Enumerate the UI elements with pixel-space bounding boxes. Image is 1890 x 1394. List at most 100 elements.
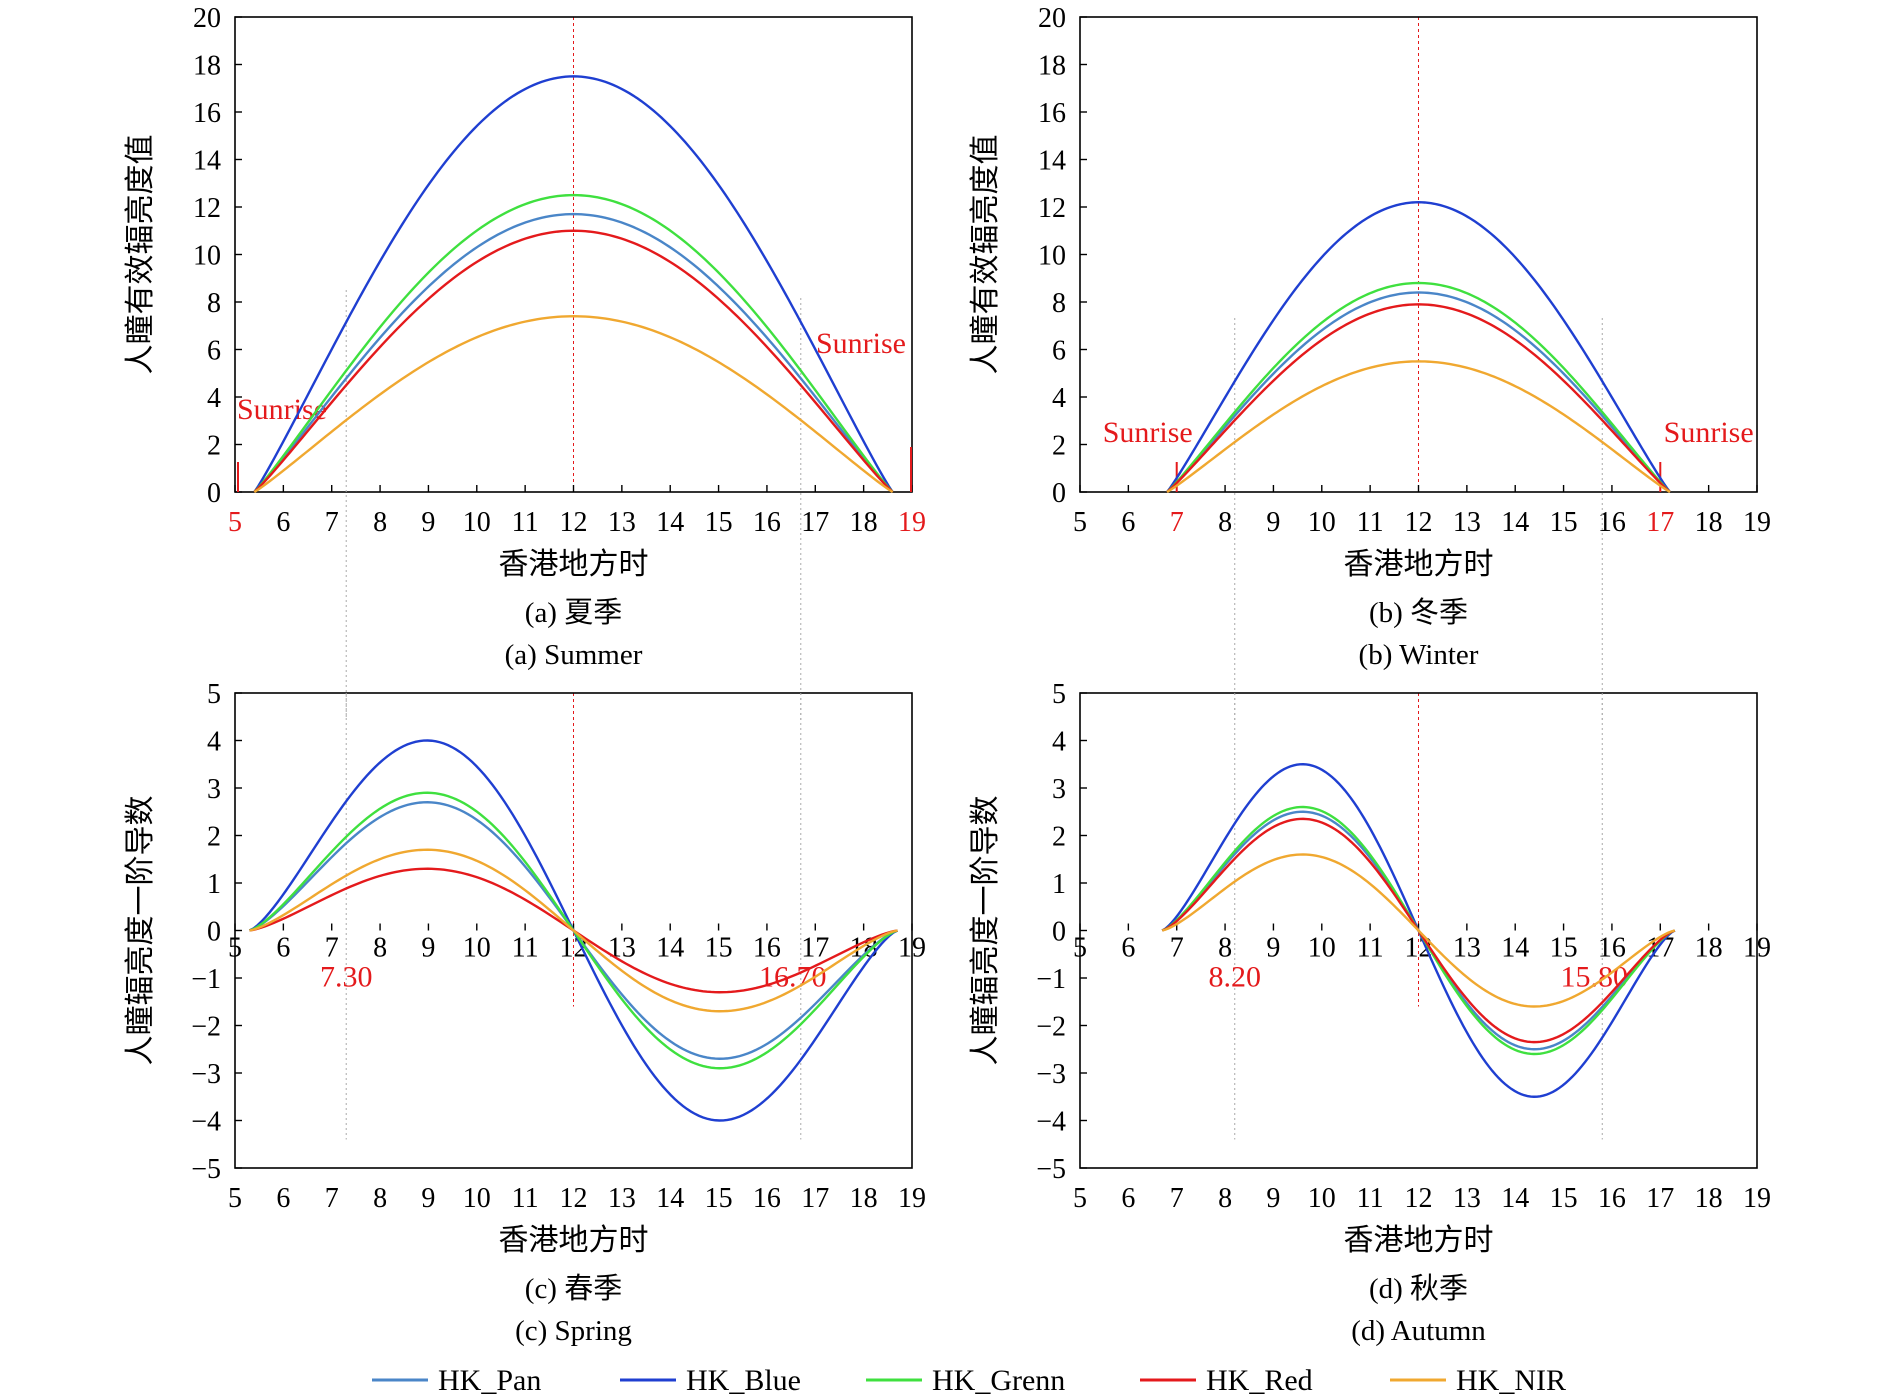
- x-tick-label-bottom: 15: [1550, 1183, 1578, 1214]
- caption-en: (d) Autumn: [1351, 1315, 1486, 1347]
- x-tick-label: 16: [1598, 507, 1626, 538]
- x-tick-label: 16: [753, 933, 781, 964]
- legend-item-hk_grenn: HK_Grenn: [866, 1364, 1065, 1394]
- y-tick-label: −3: [1036, 1059, 1066, 1090]
- x-tick-label: 14: [656, 933, 684, 964]
- y-tick-label: 1: [1052, 869, 1066, 900]
- y-tick-label: 0: [1052, 478, 1066, 509]
- x-tick-label: 6: [1121, 933, 1135, 964]
- x-tick-label-bottom: 17: [1646, 1183, 1674, 1214]
- x-tick-label: 10: [1308, 933, 1336, 964]
- y-tick-label: 5: [207, 679, 221, 710]
- x-tick-label: 19: [1743, 933, 1771, 964]
- y-tick-label: 4: [1052, 727, 1066, 758]
- x-tick-label: 8: [1218, 933, 1232, 964]
- caption-cn: (a) 夏季: [525, 596, 622, 629]
- chart-panel-2: 0 2 4 6 8 10 12 14 16 18 20 5 6 7 8 9 10 11 12 13 14 15 16 17 18…: [969, 3, 1771, 720]
- x-tick-label: 6: [1121, 507, 1135, 538]
- x-tick-label: 8: [1218, 507, 1232, 538]
- y-tick-label: 8: [207, 288, 221, 319]
- legend-item-hk_blue: HK_Blue: [620, 1364, 801, 1394]
- y-tick-label: −5: [191, 1154, 221, 1185]
- x-tick-label: 10: [1308, 507, 1336, 538]
- x-tick-label-bottom: 5: [228, 1183, 242, 1214]
- x-tick-label: 5: [228, 933, 242, 964]
- y-axis-title: 人瞳有效辐亮度值: [124, 135, 157, 375]
- x-tick-label: 13: [608, 933, 636, 964]
- x-tick-label-bottom: 11: [1357, 1183, 1384, 1214]
- x-tick-label: 18: [850, 507, 878, 538]
- extreme-annotation-left: 8.20: [1208, 961, 1261, 994]
- sunrise-label-right: Sunrise: [1664, 416, 1754, 449]
- x-tick-label: 13: [1453, 933, 1481, 964]
- y-tick-label: 12: [1038, 193, 1066, 224]
- x-tick-label: 9: [1266, 507, 1280, 538]
- x-tick-label-bottom: 16: [1598, 1183, 1626, 1214]
- y-tick-label: 4: [207, 383, 221, 414]
- x-tick-label-bottom: 18: [1695, 1183, 1723, 1214]
- x-tick-label: 7: [325, 507, 339, 538]
- x-tick-label: 7: [325, 933, 339, 964]
- caption-cn: (c) 春季: [525, 1272, 622, 1305]
- caption-en: (c) Spring: [515, 1315, 632, 1347]
- y-tick-label: 2: [207, 822, 221, 853]
- x-tick-label-bottom: 10: [1308, 1183, 1336, 1214]
- sunrise-label-left: Sunrise: [1103, 416, 1193, 449]
- x-tick-label: 10: [463, 933, 491, 964]
- series-line-hk_red: [1166, 303, 1671, 493]
- x-tick-label: 18: [1695, 933, 1723, 964]
- x-tick-label: 9: [1266, 933, 1280, 964]
- y-axis-title: 人瞳辐亮度一阶导数: [124, 796, 157, 1066]
- x-tick-label-bottom: 13: [608, 1183, 636, 1214]
- legend: HK_Pan HK_Blue HK_Grenn HK_Red HK_NIR: [372, 1364, 1566, 1394]
- y-tick-label: 0: [1052, 917, 1066, 948]
- x-tick-label-bottom: 13: [1453, 1183, 1481, 1214]
- x-tick-label-bottom: 12: [560, 1183, 588, 1214]
- x-tick-label: 8: [373, 933, 387, 964]
- legend-item-hk_red: HK_Red: [1140, 1364, 1313, 1394]
- y-tick-label: 10: [193, 241, 221, 272]
- x-tick-label: 7: [1170, 933, 1184, 964]
- x-tick-label-bottom: 14: [656, 1183, 684, 1214]
- x-tick-label-bottom: 16: [753, 1183, 781, 1214]
- series-line-hk_grenn: [1166, 281, 1671, 493]
- x-tick-label-bottom: 6: [276, 1183, 290, 1214]
- y-tick-label: −3: [191, 1059, 221, 1090]
- y-tick-label: 6: [207, 336, 221, 367]
- y-tick-label: 5: [1052, 679, 1066, 710]
- x-tick-label-bottom: 9: [421, 1183, 435, 1214]
- x-tick-label: 14: [1501, 933, 1529, 964]
- x-tick-label: 19: [898, 933, 926, 964]
- x-tick-label: 15: [1550, 507, 1578, 538]
- series-line-hk_pan: [1166, 291, 1671, 493]
- x-axis-title: 香港地方时: [499, 1224, 649, 1257]
- y-axis-title: 人瞳辐亮度一阶导数: [969, 796, 1002, 1066]
- x-tick-label: 9: [421, 507, 435, 538]
- x-tick-label: 5: [228, 507, 242, 538]
- y-tick-label: 3: [207, 774, 221, 805]
- y-tick-label: 12: [193, 193, 221, 224]
- x-tick-label-bottom: 17: [801, 1183, 829, 1214]
- x-axis-title: 香港地方时: [1344, 548, 1494, 581]
- x-tick-label: 6: [276, 933, 290, 964]
- x-tick-label: 5: [1073, 933, 1087, 964]
- x-tick-label-bottom: 12: [1405, 1183, 1433, 1214]
- x-tick-label: 19: [1743, 507, 1771, 538]
- x-tick-label: 9: [421, 933, 435, 964]
- x-tick-label-bottom: 8: [373, 1183, 387, 1214]
- caption-en: (b) Winter: [1359, 639, 1479, 671]
- x-tick-label-bottom: 15: [705, 1183, 733, 1214]
- x-tick-label-bottom: 5: [1073, 1183, 1087, 1214]
- x-tick-label-bottom: 19: [1743, 1183, 1771, 1214]
- y-tick-label: 0: [207, 917, 221, 948]
- y-tick-label: 0: [207, 478, 221, 509]
- y-tick-label: 3: [1052, 774, 1066, 805]
- x-tick-label-bottom: 14: [1501, 1183, 1529, 1214]
- x-tick-label: 11: [1357, 933, 1384, 964]
- series-line-hk_nir: [249, 848, 898, 1013]
- series-line-hk_nir: [1166, 360, 1671, 494]
- y-tick-label: 8: [1052, 288, 1066, 319]
- series-line-hk_nir: [1161, 853, 1676, 1008]
